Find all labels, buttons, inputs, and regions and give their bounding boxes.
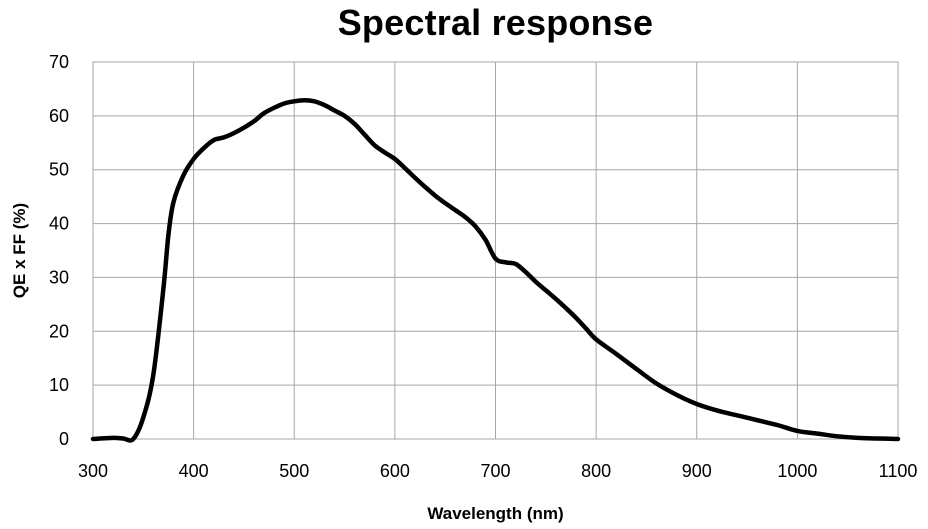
x-tick-label: 900 (682, 461, 712, 481)
x-tick-label: 1100 (879, 461, 918, 481)
x-tick-label: 800 (581, 461, 611, 481)
y-tick-label: 50 (49, 160, 69, 180)
x-tick-label: 500 (279, 461, 309, 481)
y-axis-label: QE x FF (%) (10, 203, 29, 298)
x-tick-label: 700 (480, 461, 510, 481)
grid-lines (92, 61, 899, 440)
x-tick-label: 300 (78, 461, 108, 481)
y-tick-label: 60 (49, 106, 69, 126)
x-axis-label: Wavelength (nm) (427, 504, 563, 523)
y-tick-label: 10 (49, 375, 69, 395)
qe-ff-series-line (90, 97, 901, 443)
x-tick-label: 1000 (777, 461, 817, 481)
x-tick-label: 400 (179, 461, 209, 481)
plot-frame (92, 61, 899, 440)
x-tick-label: 600 (380, 461, 410, 481)
y-tick-label: 20 (49, 321, 69, 341)
y-tick-labels: 0 10 20 30 40 50 60 70 (49, 52, 69, 449)
y-tick-label: 70 (49, 52, 69, 72)
y-tick-label: 30 (49, 267, 69, 287)
y-tick-label: 0 (59, 429, 69, 449)
x-tick-labels: 300 400 500 600 700 800 900 1000 1100 (78, 461, 917, 481)
chart-title: Spectral response (337, 2, 654, 43)
y-tick-label: 40 (49, 214, 69, 234)
